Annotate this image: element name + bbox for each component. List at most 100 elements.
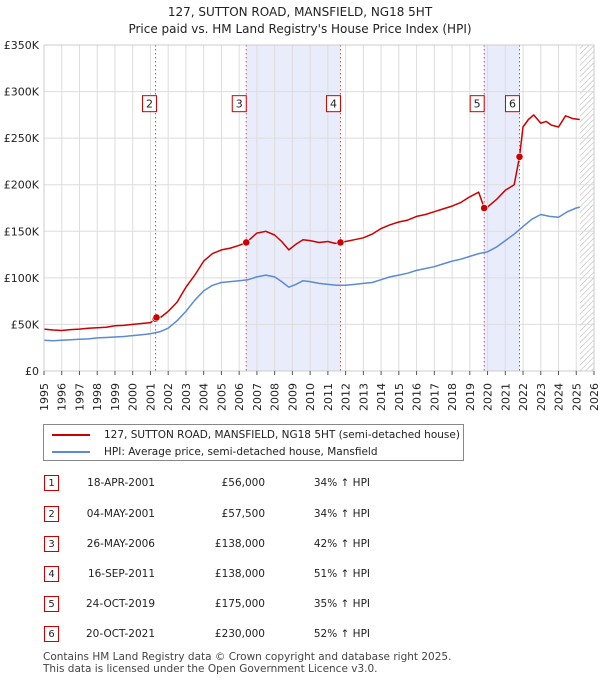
sale-point (336, 238, 345, 247)
sale-marker-box (469, 95, 485, 113)
price-chart: 127, SUTTON ROAD, MANSFIELD, NG18 5HT Pr… (4, 5, 600, 411)
sale-date: 26-MAY-2006 (86, 538, 155, 550)
y-tick-label: £100K (4, 272, 40, 285)
x-tick-label: 2023 (535, 383, 548, 411)
sale-date: 24-OCT-2019 (86, 598, 155, 610)
footer: Contains HM Land Registry data © Crown c… (43, 651, 451, 675)
y-tick-label: £200K (4, 179, 40, 192)
x-tick-label: 1996 (56, 383, 69, 411)
sale-marker-box (325, 95, 341, 113)
x-tick-label: 2022 (517, 383, 530, 411)
x-tick-label: 2018 (446, 383, 459, 411)
legend-item-hpi: HPI: Average price, semi-detached house,… (52, 444, 378, 460)
sale-point (242, 238, 251, 247)
property-price-line (44, 114, 580, 332)
x-tick-label: 1997 (73, 383, 86, 411)
sale-marker-label: 6 (504, 95, 520, 113)
sale-number-badge: 6 (44, 626, 59, 642)
y-tick-label: £300K (4, 86, 40, 99)
footer-copyright: Contains HM Land Registry data © Crown c… (43, 651, 452, 663)
y-tick-label: £50K (11, 318, 40, 331)
sale-number-badge: 2 (44, 506, 59, 522)
legend-label-hpi: HPI: Average price, semi-detached house,… (104, 446, 378, 458)
sale-point (515, 152, 524, 161)
sale-marker-box (141, 95, 157, 113)
sale-date: 04-MAY-2001 (86, 508, 155, 520)
legend-label-property: 127, SUTTON ROAD, MANSFIELD, NG18 5HT (s… (104, 429, 460, 441)
sale-date: 20-OCT-2021 (86, 628, 155, 640)
y-tick-label: £0 (25, 365, 39, 378)
legend: 127, SUTTON ROAD, MANSFIELD, NG18 5HT (s… (43, 424, 464, 461)
sale-hpi-change: 52% ↑ HPI (313, 628, 370, 640)
sale-number-badge: 3 (44, 536, 59, 552)
x-tick-label: 2005 (215, 383, 228, 411)
forecast-hatch (579, 45, 594, 371)
x-tick-label: 2016 (411, 383, 424, 411)
sale-price: £57,500 (221, 508, 265, 520)
x-tick-label: 2002 (162, 383, 175, 411)
sale-marker-label: 4 (325, 95, 341, 113)
sale-number-badge: 5 (44, 596, 59, 612)
x-tick-label: 2004 (198, 383, 211, 411)
x-tick-label: 2008 (269, 383, 282, 411)
y-tick-label: £250K (4, 132, 40, 145)
sale-row: 4 16-SEP-2011 £138,000 51% ↑ HPI (0, 566, 600, 586)
sale-marker-number: 5 (474, 98, 481, 111)
x-tick-label: 2024 (553, 383, 566, 411)
x-tick-label: 2011 (322, 383, 335, 411)
sale-row: 3 26-MAY-2006 £138,000 42% ↑ HPI (0, 536, 600, 556)
sale-hpi-change: 34% ↑ HPI (313, 508, 370, 520)
sale-marker-number: 2 (146, 98, 153, 111)
sale-marker-label: 3 (231, 95, 247, 113)
sale-row: 6 20-OCT-2021 £230,000 52% ↑ HPI (0, 626, 600, 646)
y-tick-label: £350K (4, 39, 40, 52)
x-tick-label: 1995 (38, 383, 51, 411)
x-tick-label: 2012 (340, 383, 353, 411)
sale-row: 1 18-APR-2001 £56,000 34% ↑ HPI (0, 475, 600, 495)
x-tick-label: 2010 (304, 383, 317, 411)
sale-price: £230,000 (214, 628, 265, 640)
x-tick-label: 2020 (482, 383, 495, 411)
sale-marker-number: 4 (330, 98, 337, 111)
sale-price: £56,000 (221, 477, 265, 489)
sale-date: 18-APR-2001 (87, 477, 155, 489)
x-tick-label: 2019 (464, 383, 477, 411)
sale-date: 16-SEP-2011 (87, 568, 155, 580)
x-tick-label: 2026 (588, 383, 600, 411)
sale-price: £175,000 (214, 598, 265, 610)
x-tick-label: 2025 (570, 383, 583, 411)
sale-hpi-change: 51% ↑ HPI (313, 568, 370, 580)
legend-line-red (52, 434, 90, 436)
sale-marker-box (231, 95, 247, 113)
shaded-period (246, 45, 341, 371)
legend-item-property: 127, SUTTON ROAD, MANSFIELD, NG18 5HT (s… (52, 427, 460, 443)
sale-hpi-change: 34% ↑ HPI (313, 477, 370, 489)
chart-subtitle: Price paid vs. HM Land Registry's House … (128, 22, 471, 36)
x-tick-label: 2015 (393, 383, 406, 411)
x-tick-label: 2017 (428, 383, 441, 411)
plot-frame (43, 44, 595, 372)
sale-marker-box (504, 95, 520, 113)
hpi-line (44, 206, 580, 342)
sale-hpi-change: 35% ↑ HPI (313, 598, 370, 610)
x-tick-label: 2013 (357, 383, 370, 411)
x-tick-label: 2006 (233, 383, 246, 411)
sale-number-badge: 1 (44, 475, 59, 491)
footer-licence: This data is licensed under the Open Gov… (43, 663, 378, 675)
x-tick-label: 2014 (375, 383, 388, 411)
x-tick-label: 1999 (109, 383, 122, 411)
legend-line-blue (52, 451, 90, 453)
x-tick-label: 2021 (499, 383, 512, 411)
x-tick-label: 1998 (91, 383, 104, 411)
sale-price: £138,000 (214, 568, 265, 580)
sale-marker-label: 5 (469, 95, 485, 113)
sale-marker-label: 2 (141, 95, 157, 113)
x-tick-label: 2007 (251, 383, 264, 411)
sale-point (480, 204, 489, 212)
sale-point (152, 313, 161, 322)
sale-marker-number: 3 (236, 98, 243, 111)
y-tick-label: £150K (4, 225, 40, 238)
sale-row: 2 04-MAY-2001 £57,500 34% ↑ HPI (0, 506, 600, 526)
sale-marker-number: 6 (509, 98, 516, 111)
sale-hpi-change: 42% ↑ HPI (313, 538, 370, 550)
